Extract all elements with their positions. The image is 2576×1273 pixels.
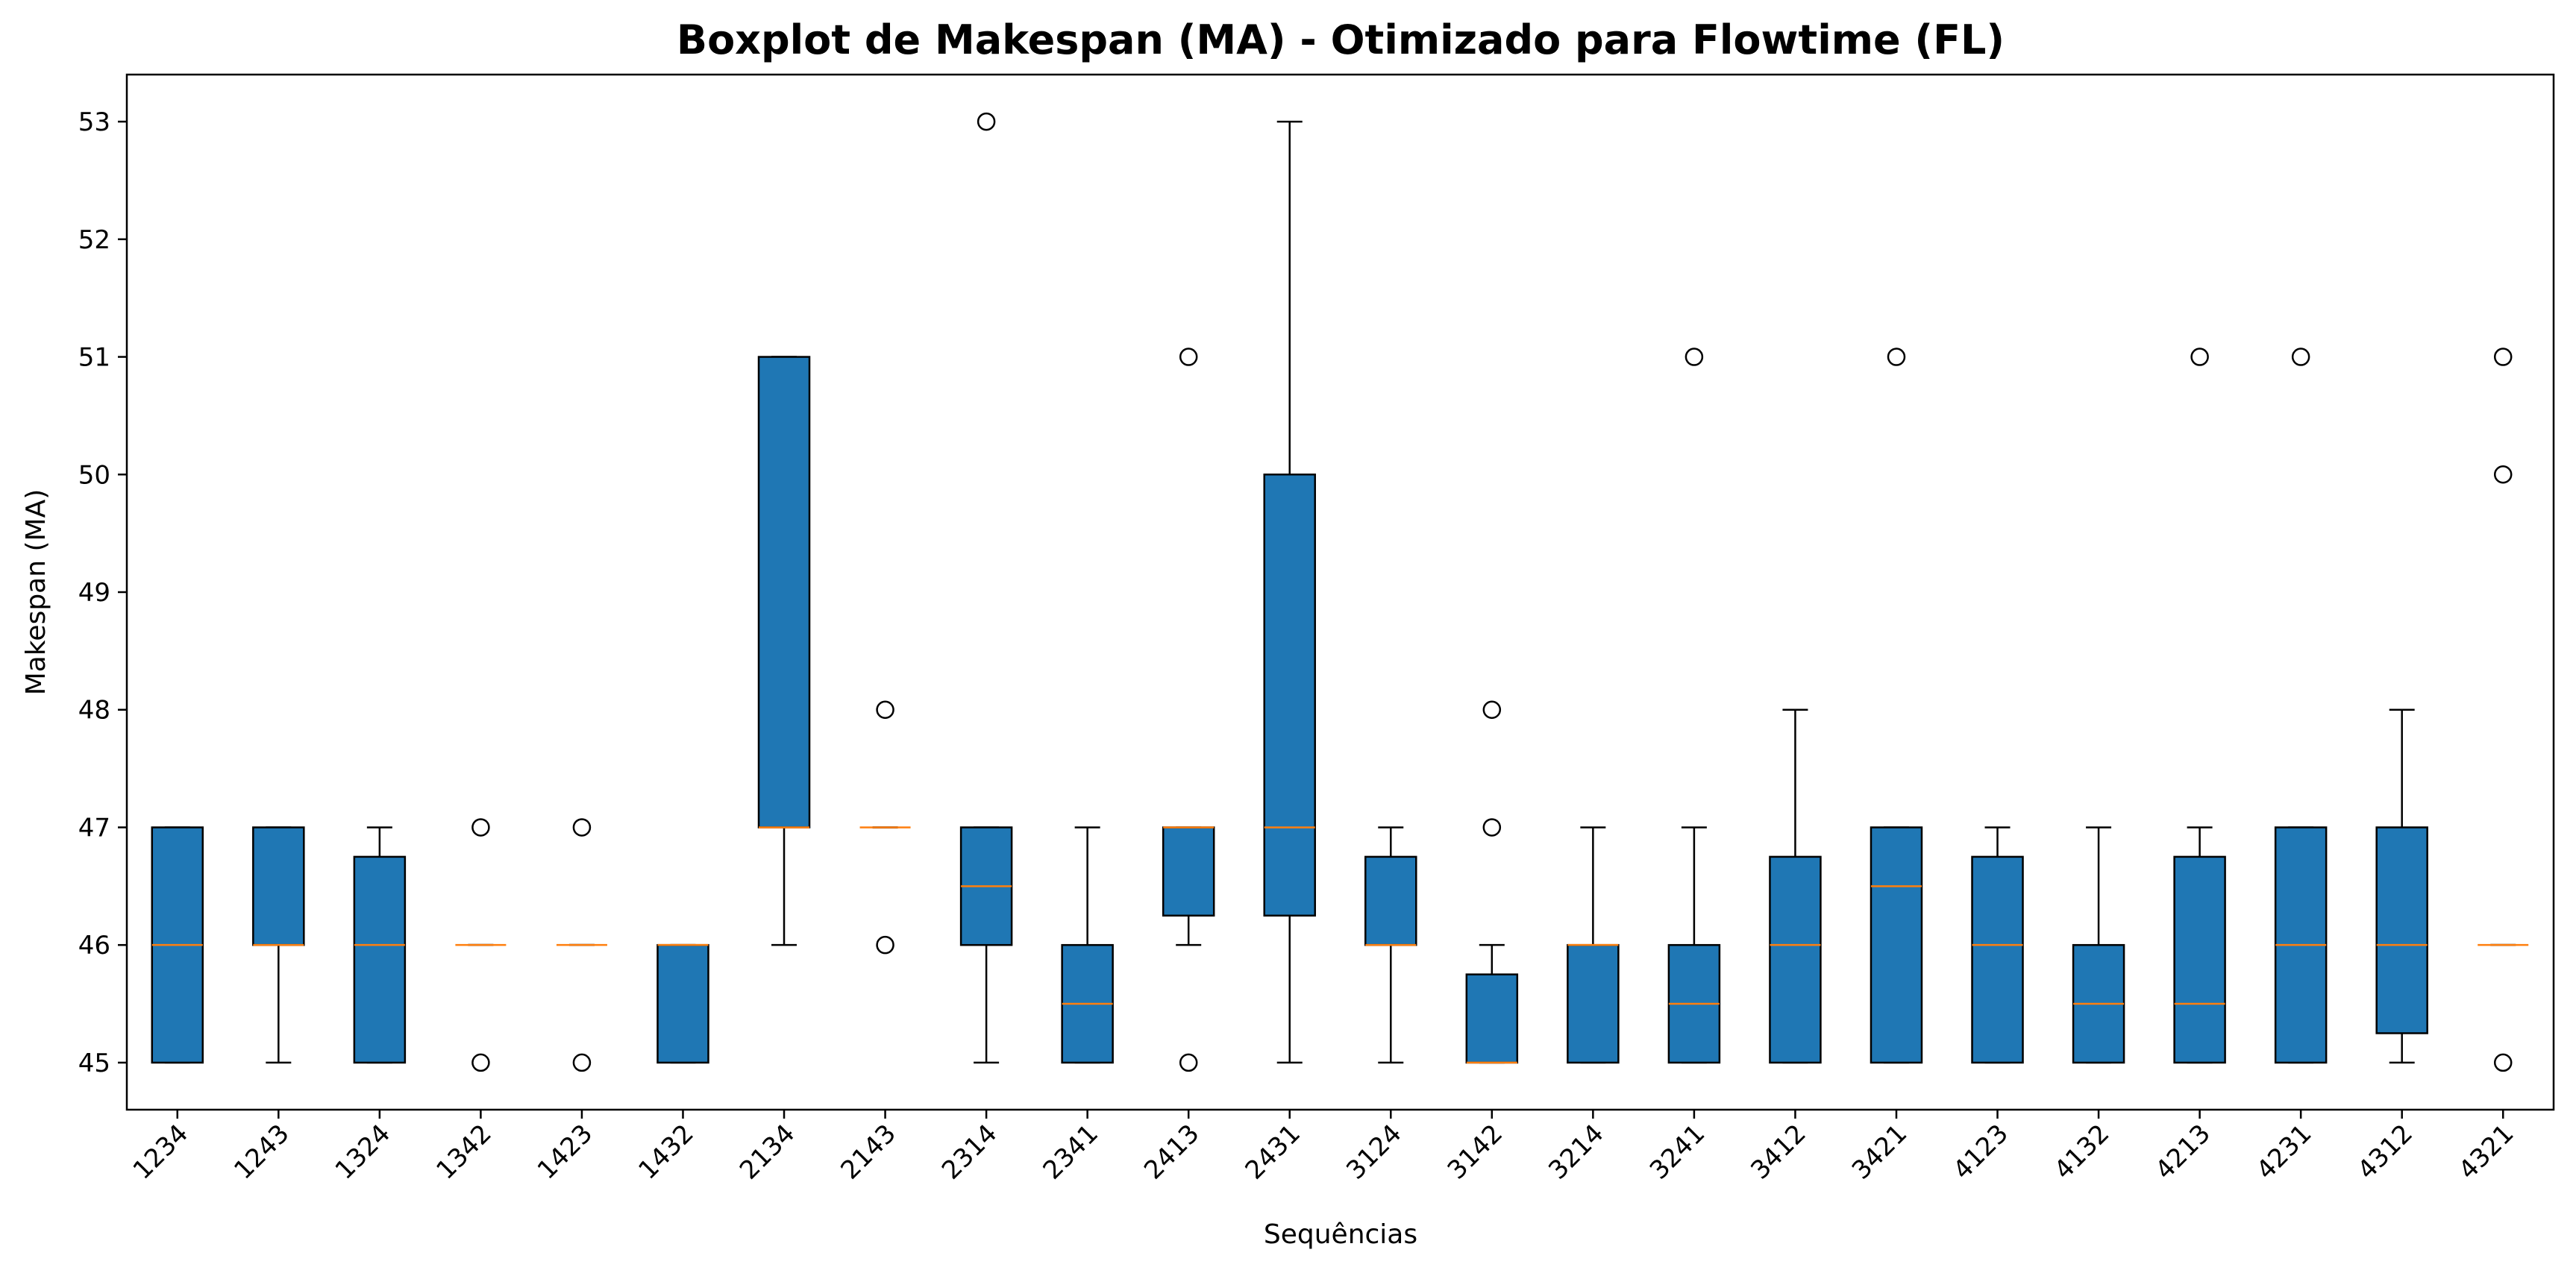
y-tick-label: 48	[78, 696, 110, 726]
box-2134	[757, 356, 811, 829]
y-tick-label: 45	[78, 1049, 110, 1078]
plot-frame	[125, 73, 2555, 1111]
y-tick-label: 53	[78, 107, 110, 137]
box-3124	[1364, 855, 1417, 946]
outlier-point	[1887, 348, 1906, 366]
y-tick-label: 52	[78, 225, 110, 255]
y-tick-label: 51	[78, 343, 110, 373]
y-tick-label: 49	[78, 578, 110, 608]
outlier-point	[1179, 348, 1198, 366]
outlier-point	[2190, 348, 2209, 366]
outlier-point	[1179, 1053, 1198, 1072]
box-3142	[1465, 973, 1519, 1064]
box-3214	[1567, 943, 1620, 1064]
y-axis-label: Makespan (MA)	[21, 489, 51, 696]
outlier-point	[977, 112, 996, 131]
box-1432	[656, 943, 709, 1064]
outlier-point	[2493, 465, 2513, 484]
outlier-point	[1482, 700, 1502, 719]
box-4123	[1971, 855, 2024, 1064]
outlier-point	[471, 1053, 490, 1072]
outlier-point	[1482, 818, 1502, 837]
outlier-point	[876, 700, 894, 719]
box-4213	[2173, 855, 2226, 1064]
outlier-point	[2291, 348, 2310, 366]
y-tick-label: 50	[78, 460, 110, 490]
outlier-point	[876, 935, 894, 955]
x-axis-label: Sequências	[1264, 1219, 1417, 1250]
box-1243	[252, 826, 305, 946]
box-3412	[1769, 855, 1822, 1064]
outlier-point	[2493, 348, 2513, 366]
box-1324	[353, 855, 407, 1064]
outlier-point	[471, 818, 490, 837]
outlier-point	[2493, 1053, 2513, 1072]
y-tick-label: 47	[78, 813, 110, 843]
y-tick-label: 46	[78, 931, 110, 961]
box-4312	[2375, 826, 2428, 1034]
outlier-point	[1685, 348, 1704, 366]
box-2413	[1162, 826, 1215, 917]
outlier-point	[572, 1053, 592, 1072]
chart-title: Boxplot de Makespan (MA) - Otimizado par…	[677, 16, 2005, 63]
outlier-point	[572, 818, 592, 837]
box-3421	[1870, 826, 1923, 1064]
box-2431	[1263, 474, 1316, 917]
